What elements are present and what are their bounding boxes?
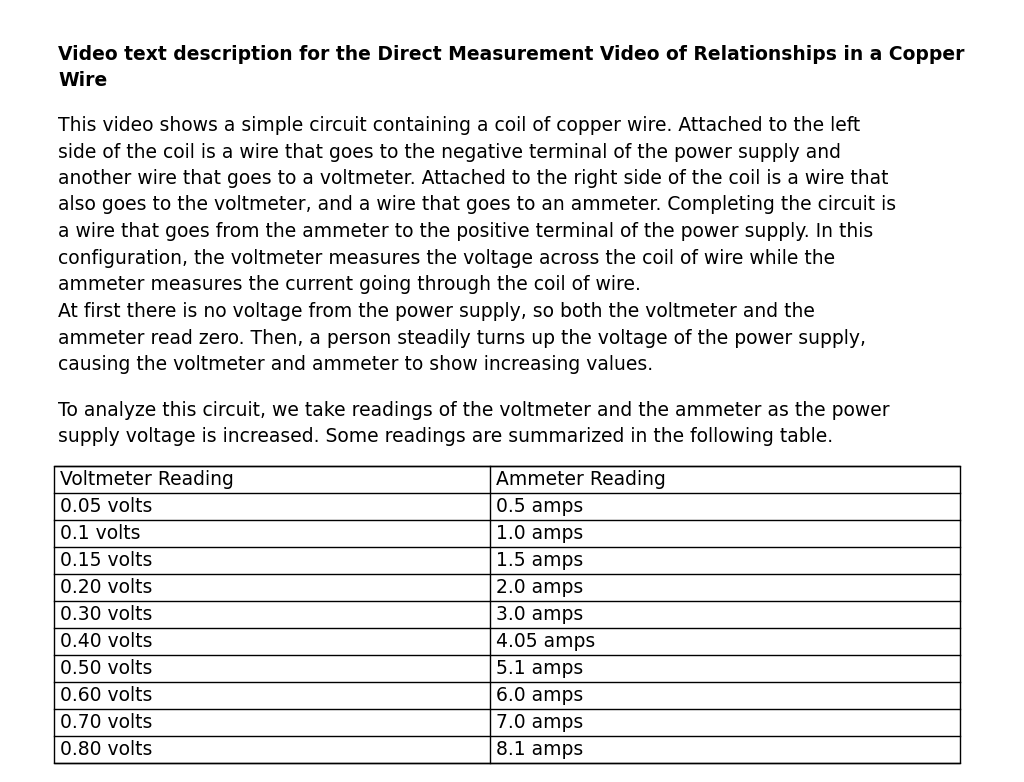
- Text: 0.5 amps: 0.5 amps: [496, 497, 584, 516]
- Text: Ammeter Reading: Ammeter Reading: [496, 471, 666, 490]
- Bar: [54, 466, 961, 763]
- Text: 0.40 volts: 0.40 volts: [60, 633, 153, 651]
- Text: 7.0 amps: 7.0 amps: [496, 713, 584, 733]
- Text: To analyze this circuit, we take readings of the voltmeter and the ammeter as th: To analyze this circuit, we take reading…: [58, 401, 890, 447]
- Text: Video text description for the Direct Measurement Video of Relationships in a Co: Video text description for the Direct Me…: [58, 45, 965, 91]
- Text: 0.15 volts: 0.15 volts: [60, 551, 153, 570]
- Text: 0.1 volts: 0.1 volts: [60, 525, 140, 543]
- Text: 1.0 amps: 1.0 amps: [496, 525, 584, 543]
- Text: 0.20 volts: 0.20 volts: [60, 579, 153, 597]
- Text: 8.1 amps: 8.1 amps: [496, 741, 584, 759]
- Text: 2.0 amps: 2.0 amps: [496, 579, 584, 597]
- Text: 5.1 amps: 5.1 amps: [496, 659, 584, 679]
- Text: 3.0 amps: 3.0 amps: [496, 605, 584, 624]
- Text: 6.0 amps: 6.0 amps: [496, 687, 584, 705]
- Text: 0.50 volts: 0.50 volts: [60, 659, 153, 679]
- Text: 0.05 volts: 0.05 volts: [60, 497, 153, 516]
- Text: 0.70 volts: 0.70 volts: [60, 713, 153, 733]
- Text: 4.05 amps: 4.05 amps: [496, 633, 595, 651]
- Text: This video shows a simple circuit containing a coil of copper wire. Attached to : This video shows a simple circuit contai…: [58, 116, 896, 294]
- Text: Voltmeter Reading: Voltmeter Reading: [60, 471, 233, 490]
- Text: 1.5 amps: 1.5 amps: [496, 551, 584, 570]
- Text: 0.30 volts: 0.30 volts: [60, 605, 153, 624]
- Text: 0.60 volts: 0.60 volts: [60, 687, 153, 705]
- Text: At first there is no voltage from the power supply, so both the voltmeter and th: At first there is no voltage from the po…: [58, 303, 866, 375]
- Text: 0.80 volts: 0.80 volts: [60, 741, 153, 759]
